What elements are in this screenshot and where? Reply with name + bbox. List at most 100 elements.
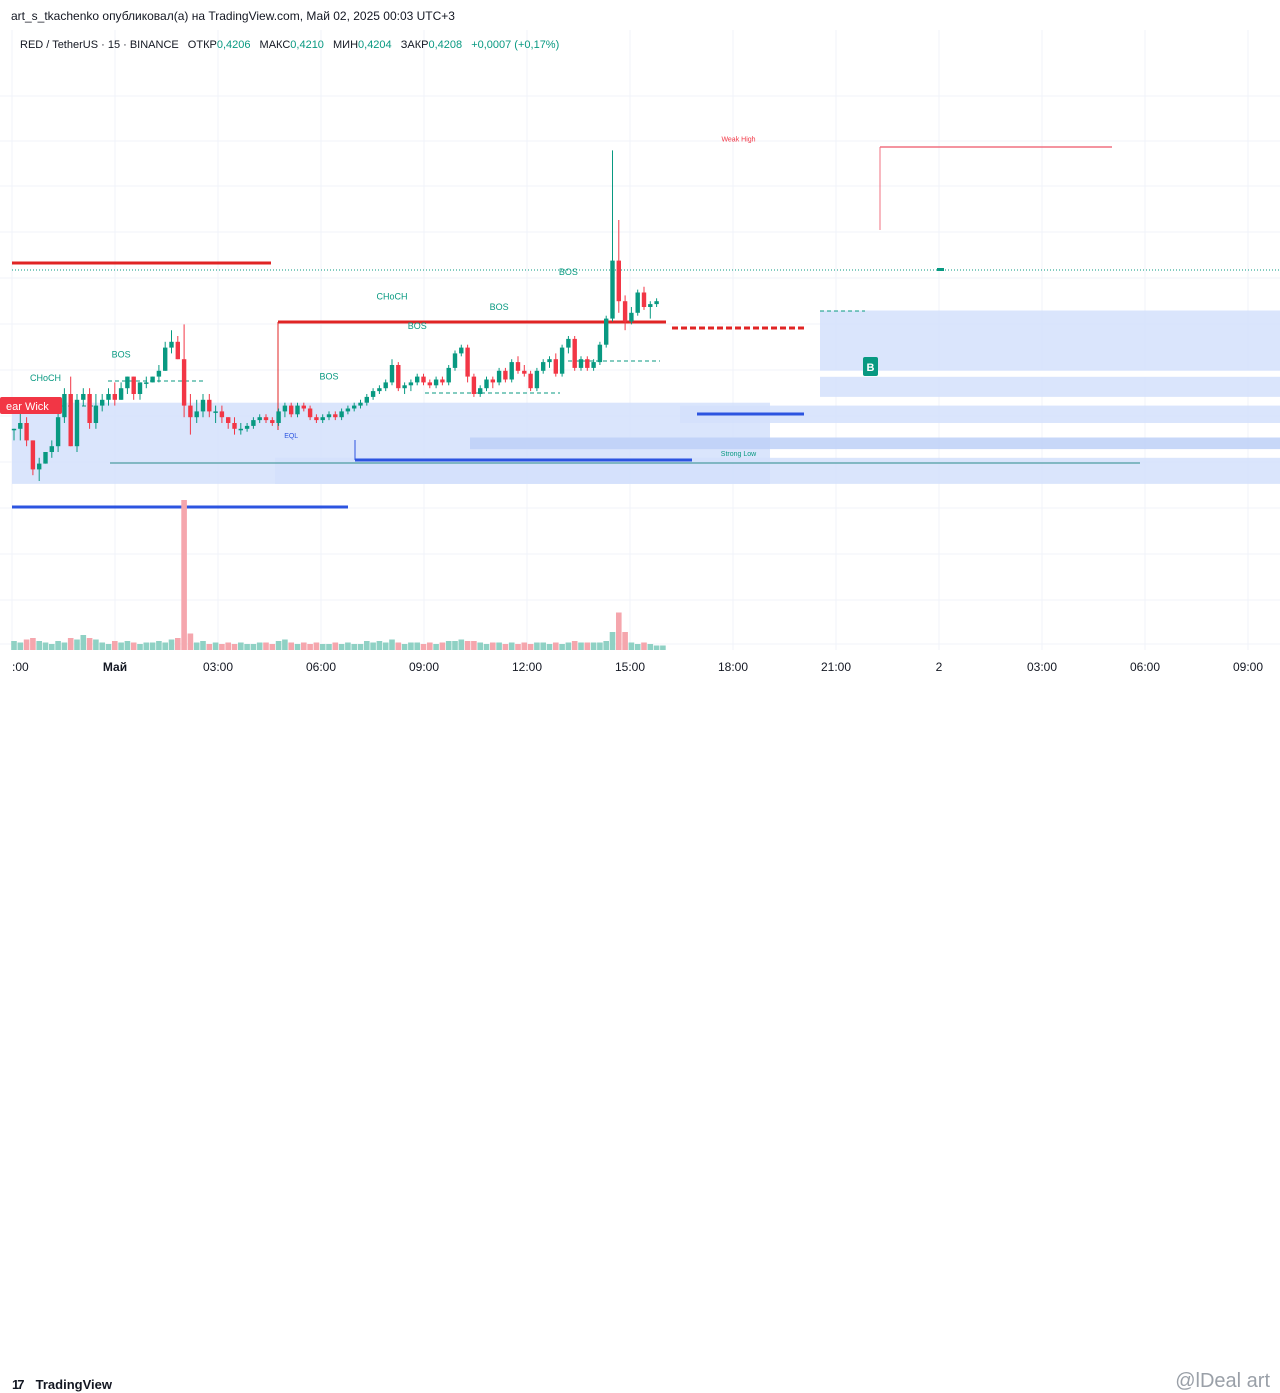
- candle-body: [257, 417, 262, 421]
- volume-bar: [584, 642, 591, 650]
- candle-body: [62, 394, 67, 418]
- candle-body: [471, 376, 477, 394]
- legend-high-label: МАКС: [259, 39, 291, 51]
- volume-bar: [660, 645, 666, 650]
- candle-body: [150, 376, 155, 383]
- x-tick-label: 03:00: [1027, 660, 1057, 674]
- candle-body: [131, 376, 136, 394]
- tradingview-logo[interactable]: 17 TradingView: [12, 1377, 112, 1392]
- price-chart[interactable]: CHoCH BOS BOS CHoCH BOS BOS BOS EQL Weak High Str…: [0, 0, 1280, 684]
- volume-bar: [231, 644, 238, 650]
- volume-bar: [275, 641, 282, 650]
- legend-symbol: RED / TetherUS · 15 · BINANCE: [20, 39, 179, 51]
- candle-body: [24, 423, 29, 441]
- candle-body: [421, 376, 426, 383]
- volume-bar: [130, 642, 137, 650]
- candle-body: [370, 391, 376, 397]
- candle-body: [509, 362, 514, 380]
- candle-body: [585, 359, 590, 368]
- annotation-label: EQL: [284, 433, 298, 440]
- volume-bar: [408, 642, 414, 650]
- candle-body: [364, 396, 369, 403]
- candle-body: [478, 388, 483, 394]
- publisher-line: art_s_tkachenko опубликовал(а) на Tradin…: [11, 9, 455, 23]
- candle-body: [484, 379, 489, 389]
- candle-body: [219, 411, 225, 418]
- candle-body: [433, 379, 439, 386]
- volume-bar: [250, 644, 257, 650]
- volume-bar: [433, 644, 439, 650]
- candle-body: [578, 359, 584, 368]
- candle-body: [440, 379, 445, 383]
- order-block-zone: [275, 457, 1280, 484]
- volume-bar: [515, 644, 521, 650]
- volume-bar: [137, 644, 143, 650]
- volume-bar: [212, 642, 219, 650]
- volume-bar: [42, 642, 49, 650]
- volume-bar: [105, 644, 112, 650]
- x-tick-label: 06:00: [1130, 660, 1160, 674]
- volume-bar: [294, 644, 301, 650]
- candle-body: [301, 405, 306, 409]
- ohlc-legend: RED / TetherUS · 15 · BINANCE ОТКР0,4206…: [20, 39, 559, 51]
- volume-bar: [389, 639, 395, 650]
- x-tick-label: 18:00: [718, 660, 748, 674]
- candle-body: [597, 344, 603, 363]
- volume-bar: [80, 635, 87, 650]
- candle-body: [402, 385, 407, 389]
- candle-body: [307, 408, 313, 418]
- candle-body: [648, 304, 653, 307]
- volume-bar: [23, 639, 30, 650]
- x-tick-label: 12:00: [512, 660, 542, 674]
- volume-bar: [376, 641, 383, 650]
- candle-body: [490, 379, 495, 383]
- candle-body: [566, 338, 571, 348]
- volume-bar: [181, 500, 187, 650]
- volume-bar: [112, 641, 118, 650]
- wick-badge-label: ear Wick: [6, 401, 49, 413]
- candle-body: [326, 414, 332, 418]
- volume-bar: [301, 642, 307, 650]
- volume-bar: [187, 633, 194, 650]
- candle-body: [377, 388, 382, 392]
- candle-body: [427, 382, 432, 386]
- legend-low-value: 0,4204: [358, 39, 392, 51]
- candle-body: [87, 394, 92, 423]
- volume-bar: [307, 644, 313, 650]
- candle-body: [169, 341, 174, 348]
- annotation-label: BOS: [319, 372, 338, 382]
- annotation-label: BOS: [408, 321, 427, 331]
- legend-high-value: 0,4210: [290, 39, 324, 51]
- candle-body: [541, 362, 546, 371]
- candle-body: [389, 365, 395, 383]
- volume-bar: [370, 642, 376, 650]
- volume-bar: [502, 644, 509, 650]
- candle-body: [181, 359, 187, 406]
- volume-bar: [282, 639, 288, 650]
- volume-bar: [565, 642, 572, 650]
- volume-bar: [86, 638, 93, 650]
- buy-signal-marker: [863, 357, 878, 376]
- candle-body: [118, 388, 124, 400]
- legend-open-value: 0,4206: [216, 39, 251, 51]
- candle-body: [522, 370, 527, 374]
- volume-bar: [49, 644, 55, 650]
- volume-bar: [427, 642, 433, 650]
- legend-close-value: 0,4208: [428, 39, 463, 51]
- candle-body: [81, 394, 86, 400]
- candle-body: [74, 399, 80, 447]
- volume-bar: [67, 638, 74, 650]
- candle-body: [553, 359, 558, 374]
- volume-bar: [590, 642, 597, 650]
- candle-body: [604, 318, 609, 345]
- candle-body: [175, 341, 180, 360]
- volume-bar: [118, 642, 124, 650]
- volume-bar: [496, 642, 502, 650]
- candle-body: [591, 362, 596, 368]
- volume-bar: [603, 641, 609, 650]
- volume-bar: [17, 642, 24, 650]
- volume-bar: [534, 642, 540, 650]
- volume-bar: [124, 641, 131, 650]
- volume-bar: [193, 642, 200, 650]
- legend-low-label: МИН: [333, 39, 359, 51]
